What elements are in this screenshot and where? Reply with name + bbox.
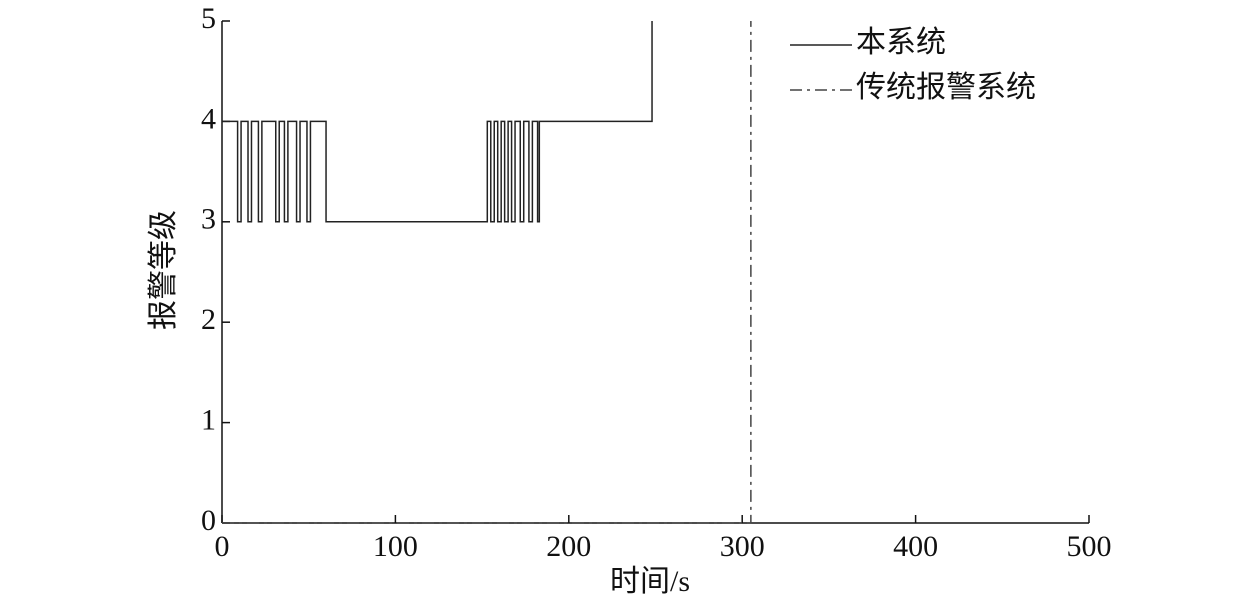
legend-label: 传统报警系统 bbox=[856, 71, 1036, 104]
x-tick-label: 500 bbox=[1067, 530, 1112, 563]
series-line bbox=[222, 21, 752, 524]
legend-label: 本系统 bbox=[856, 26, 946, 59]
series-line bbox=[222, 21, 653, 223]
y-tick-label: 3 bbox=[201, 203, 216, 236]
y-tick-label: 0 bbox=[201, 504, 216, 537]
y-tick-label: 5 bbox=[201, 2, 216, 35]
y-tick-label: 1 bbox=[201, 403, 216, 436]
x-tick-label: 400 bbox=[893, 530, 938, 563]
x-tick-label: 100 bbox=[373, 530, 418, 563]
y-tick-label: 2 bbox=[201, 303, 216, 336]
x-tick-label: 0 bbox=[215, 530, 230, 563]
y-tick-label: 4 bbox=[201, 102, 216, 135]
x-tick-label: 200 bbox=[546, 530, 591, 563]
y-axis-label: 报警等级 bbox=[147, 210, 180, 330]
x-tick-label: 300 bbox=[720, 530, 765, 563]
x-axis-label: 时间/s bbox=[610, 565, 690, 598]
